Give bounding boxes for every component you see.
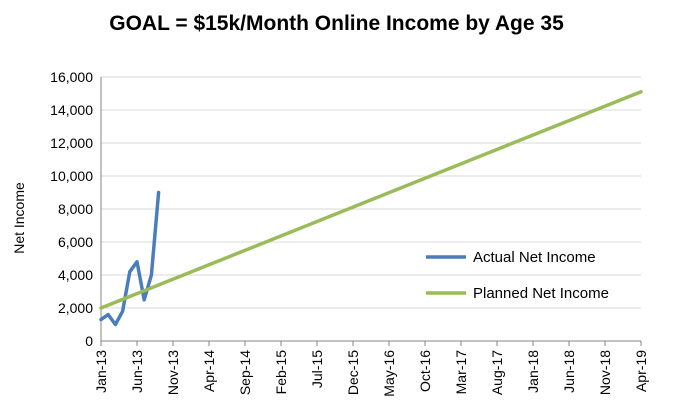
x-tick-label: Jun-13: [129, 350, 145, 393]
grid-lines: [101, 76, 641, 309]
x-tick-label: Jan-18: [525, 350, 541, 393]
x-tick-label: Dec-15: [345, 350, 361, 395]
chart-title: GOAL = $15k/Month Online Income by Age 3…: [109, 12, 564, 35]
x-tick-label: Sep-14: [237, 350, 253, 395]
legend-label: Actual Net Income: [473, 249, 596, 266]
x-tick-label: Feb-15: [273, 350, 289, 395]
x-tick-label: Jul-15: [309, 350, 325, 388]
legend: Actual Net Income Planned Net Income: [426, 249, 609, 302]
y-tick-label: 0: [85, 333, 93, 349]
y-tick-label: 12,000: [50, 135, 93, 151]
x-tick-label: Jan-13: [93, 350, 109, 393]
x-tick-labels: Jan-13 Jun-13 Nov-13 Apr-14 Sep-14 Feb-15 Jul-…: [93, 350, 649, 397]
x-tick-label: Mar-17: [453, 350, 469, 395]
y-tick-label: 10,000: [50, 168, 93, 184]
axes: [100, 77, 642, 346]
x-tick-label: May-16: [381, 350, 397, 397]
x-tick-label: Nov-13: [165, 350, 181, 395]
series-line-0: [99, 190, 161, 327]
y-tick-label: 16,000: [50, 69, 93, 85]
y-tick-label: 8,000: [58, 201, 93, 217]
x-tick-label: Apr-14: [201, 350, 217, 392]
series-line-1: [99, 90, 643, 310]
series-lines: [99, 90, 643, 327]
y-tick-label: 14,000: [50, 102, 93, 118]
x-tick-label: Nov-18: [597, 350, 613, 395]
x-tick-label: Apr-19: [633, 350, 649, 392]
y-tick-label: 4,000: [58, 267, 93, 283]
y-tick-label: 6,000: [58, 234, 93, 250]
y-tick-labels: 0 2,000 4,000 6,000 8,000 10,000 12,000 14,000 1…: [50, 69, 93, 349]
legend-label: Planned Net Income: [473, 285, 609, 302]
x-tick-label: Jun-18: [561, 350, 577, 393]
y-axis-label: Net Income: [11, 182, 27, 254]
x-tick-label: Oct-16: [417, 350, 433, 392]
y-tick-label: 2,000: [58, 300, 93, 316]
x-tick-label: Aug-17: [489, 350, 505, 395]
